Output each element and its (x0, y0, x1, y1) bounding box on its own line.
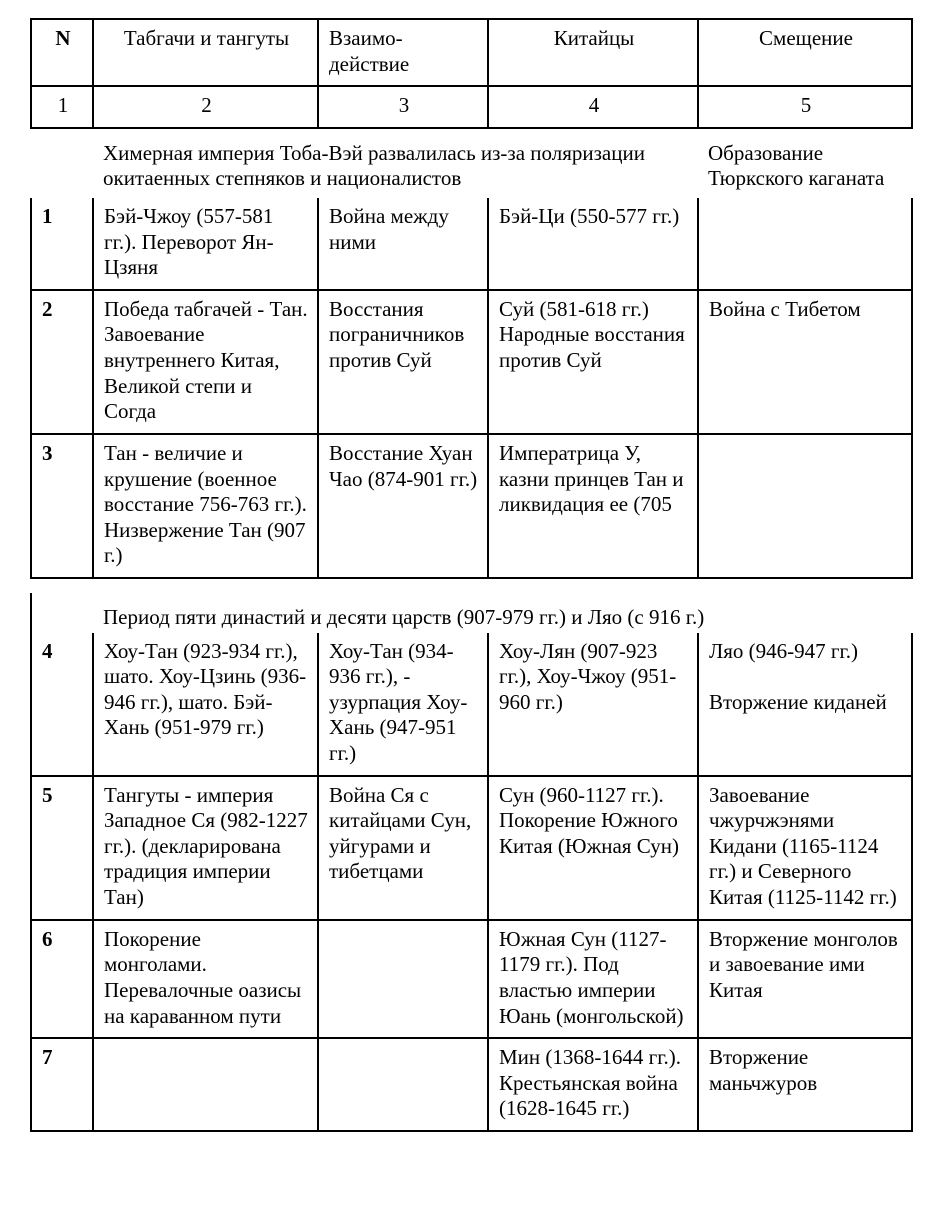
table-row: 5 Тангуты - империя Западное Ся (982-122… (31, 776, 912, 920)
row-c5 (698, 434, 912, 578)
row-c3: Хоу-Тан (934-936 гг.), - узурпация Хоу-Х… (318, 633, 488, 776)
inter2-text: Период пяти династий и десяти царств (90… (93, 593, 912, 633)
row-c3: Восстания пограничников против Суй (318, 290, 488, 434)
inter1-spacer (31, 128, 93, 198)
table-row: 7 Мин (1368-1644 гг.). Крестьянская войн… (31, 1038, 912, 1131)
row-c4: Бэй-Ци (550-577 гг.) (488, 198, 698, 290)
history-table: N Табгачи и тангуты Взаимо- действие Кит… (30, 18, 913, 1132)
inter2-spacer (31, 593, 93, 633)
num-2: 2 (93, 86, 318, 128)
table-row: 1 Бэй-Чжоу (557-581 гг.). Переворот Ян-Ц… (31, 198, 912, 290)
inter-row-1: Химерная империя Тоба-Вэй развалилась из… (31, 128, 912, 198)
table-row: 4 Хоу-Тан (923-934 гг.), шато. Хоу-Цзинь… (31, 633, 912, 776)
row-c5: Ляо (946-947 гг.) Вторжение киданей (698, 633, 912, 776)
row-c2: Покорение монголами. Перевалочные оазисы… (93, 920, 318, 1038)
row-n: 1 (31, 198, 93, 290)
inter1-left: Химерная империя Тоба-Вэй развалилась из… (93, 128, 698, 198)
row-c3: Восстание Хуан Чао (874-901 гг.) (318, 434, 488, 578)
row-c3 (318, 1038, 488, 1131)
row-c5: Завоевание чжурчжэнями Кидани (1165-1124… (698, 776, 912, 920)
inter-row-2: Период пяти династий и десяти царств (90… (31, 593, 912, 633)
header-c2: Табгачи и тангуты (93, 19, 318, 86)
row-c2 (93, 1038, 318, 1131)
num-4: 4 (488, 86, 698, 128)
header-c5: Смещение (698, 19, 912, 86)
header-row: N Табгачи и тангуты Взаимо- действие Кит… (31, 19, 912, 86)
row-n: 2 (31, 290, 93, 434)
row-c2: Тангуты - империя Западное Ся (982-1227 … (93, 776, 318, 920)
header-n: N (31, 19, 93, 86)
header-c4: Китайцы (488, 19, 698, 86)
row-n: 6 (31, 920, 93, 1038)
row-c2: Тан - величие и крушение (военное восста… (93, 434, 318, 578)
row-c3: Война Ся с китайцами Сун, уйгурами и тиб… (318, 776, 488, 920)
row-c4: Южная Сун (1127-1179 гг.). Под властью и… (488, 920, 698, 1038)
row-c4: Суй (581-618 гг.) Народные восстания про… (488, 290, 698, 434)
table-row: 3 Тан - величие и крушение (военное восс… (31, 434, 912, 578)
row-c5: Война с Тибетом (698, 290, 912, 434)
table-row: 6 Покорение монголами. Перевалочные оази… (31, 920, 912, 1038)
header-numbers-row: 1 2 3 4 5 (31, 86, 912, 128)
num-5: 5 (698, 86, 912, 128)
row-c4: Сун (960-1127 гг.). Покорение Южного Кит… (488, 776, 698, 920)
row-c5 (698, 198, 912, 290)
row-c2: Бэй-Чжоу (557-581 гг.). Переворот Ян-Цзя… (93, 198, 318, 290)
table-row: 2 Победа табгачей - Тан. Завоевание внут… (31, 290, 912, 434)
row-c2: Хоу-Тан (923-934 гг.), шато. Хоу-Цзинь (… (93, 633, 318, 776)
row-c2: Победа табгачей - Тан. Завоевание внутре… (93, 290, 318, 434)
row-c5: Вторжение маньчжуров (698, 1038, 912, 1131)
row-c4: Хоу-Лян (907-923 гг.), Хоу-Чжоу (951-960… (488, 633, 698, 776)
row-n: 7 (31, 1038, 93, 1131)
row-n: 3 (31, 434, 93, 578)
row-n: 5 (31, 776, 93, 920)
row-c4: Мин (1368-1644 гг.). Крестьянская война … (488, 1038, 698, 1131)
row-c5: Вторжение монголов и завоевание ими Кита… (698, 920, 912, 1038)
row-c3 (318, 920, 488, 1038)
gap-row (31, 578, 912, 593)
header-c3: Взаимо- действие (318, 19, 488, 86)
inter1-right: Образование Тюркского каганата (698, 128, 912, 198)
row-c3: Война между ними (318, 198, 488, 290)
row-c4: Императрица У, казни принцев Тан и ликви… (488, 434, 698, 578)
num-3: 3 (318, 86, 488, 128)
row-n: 4 (31, 633, 93, 776)
num-1: 1 (31, 86, 93, 128)
